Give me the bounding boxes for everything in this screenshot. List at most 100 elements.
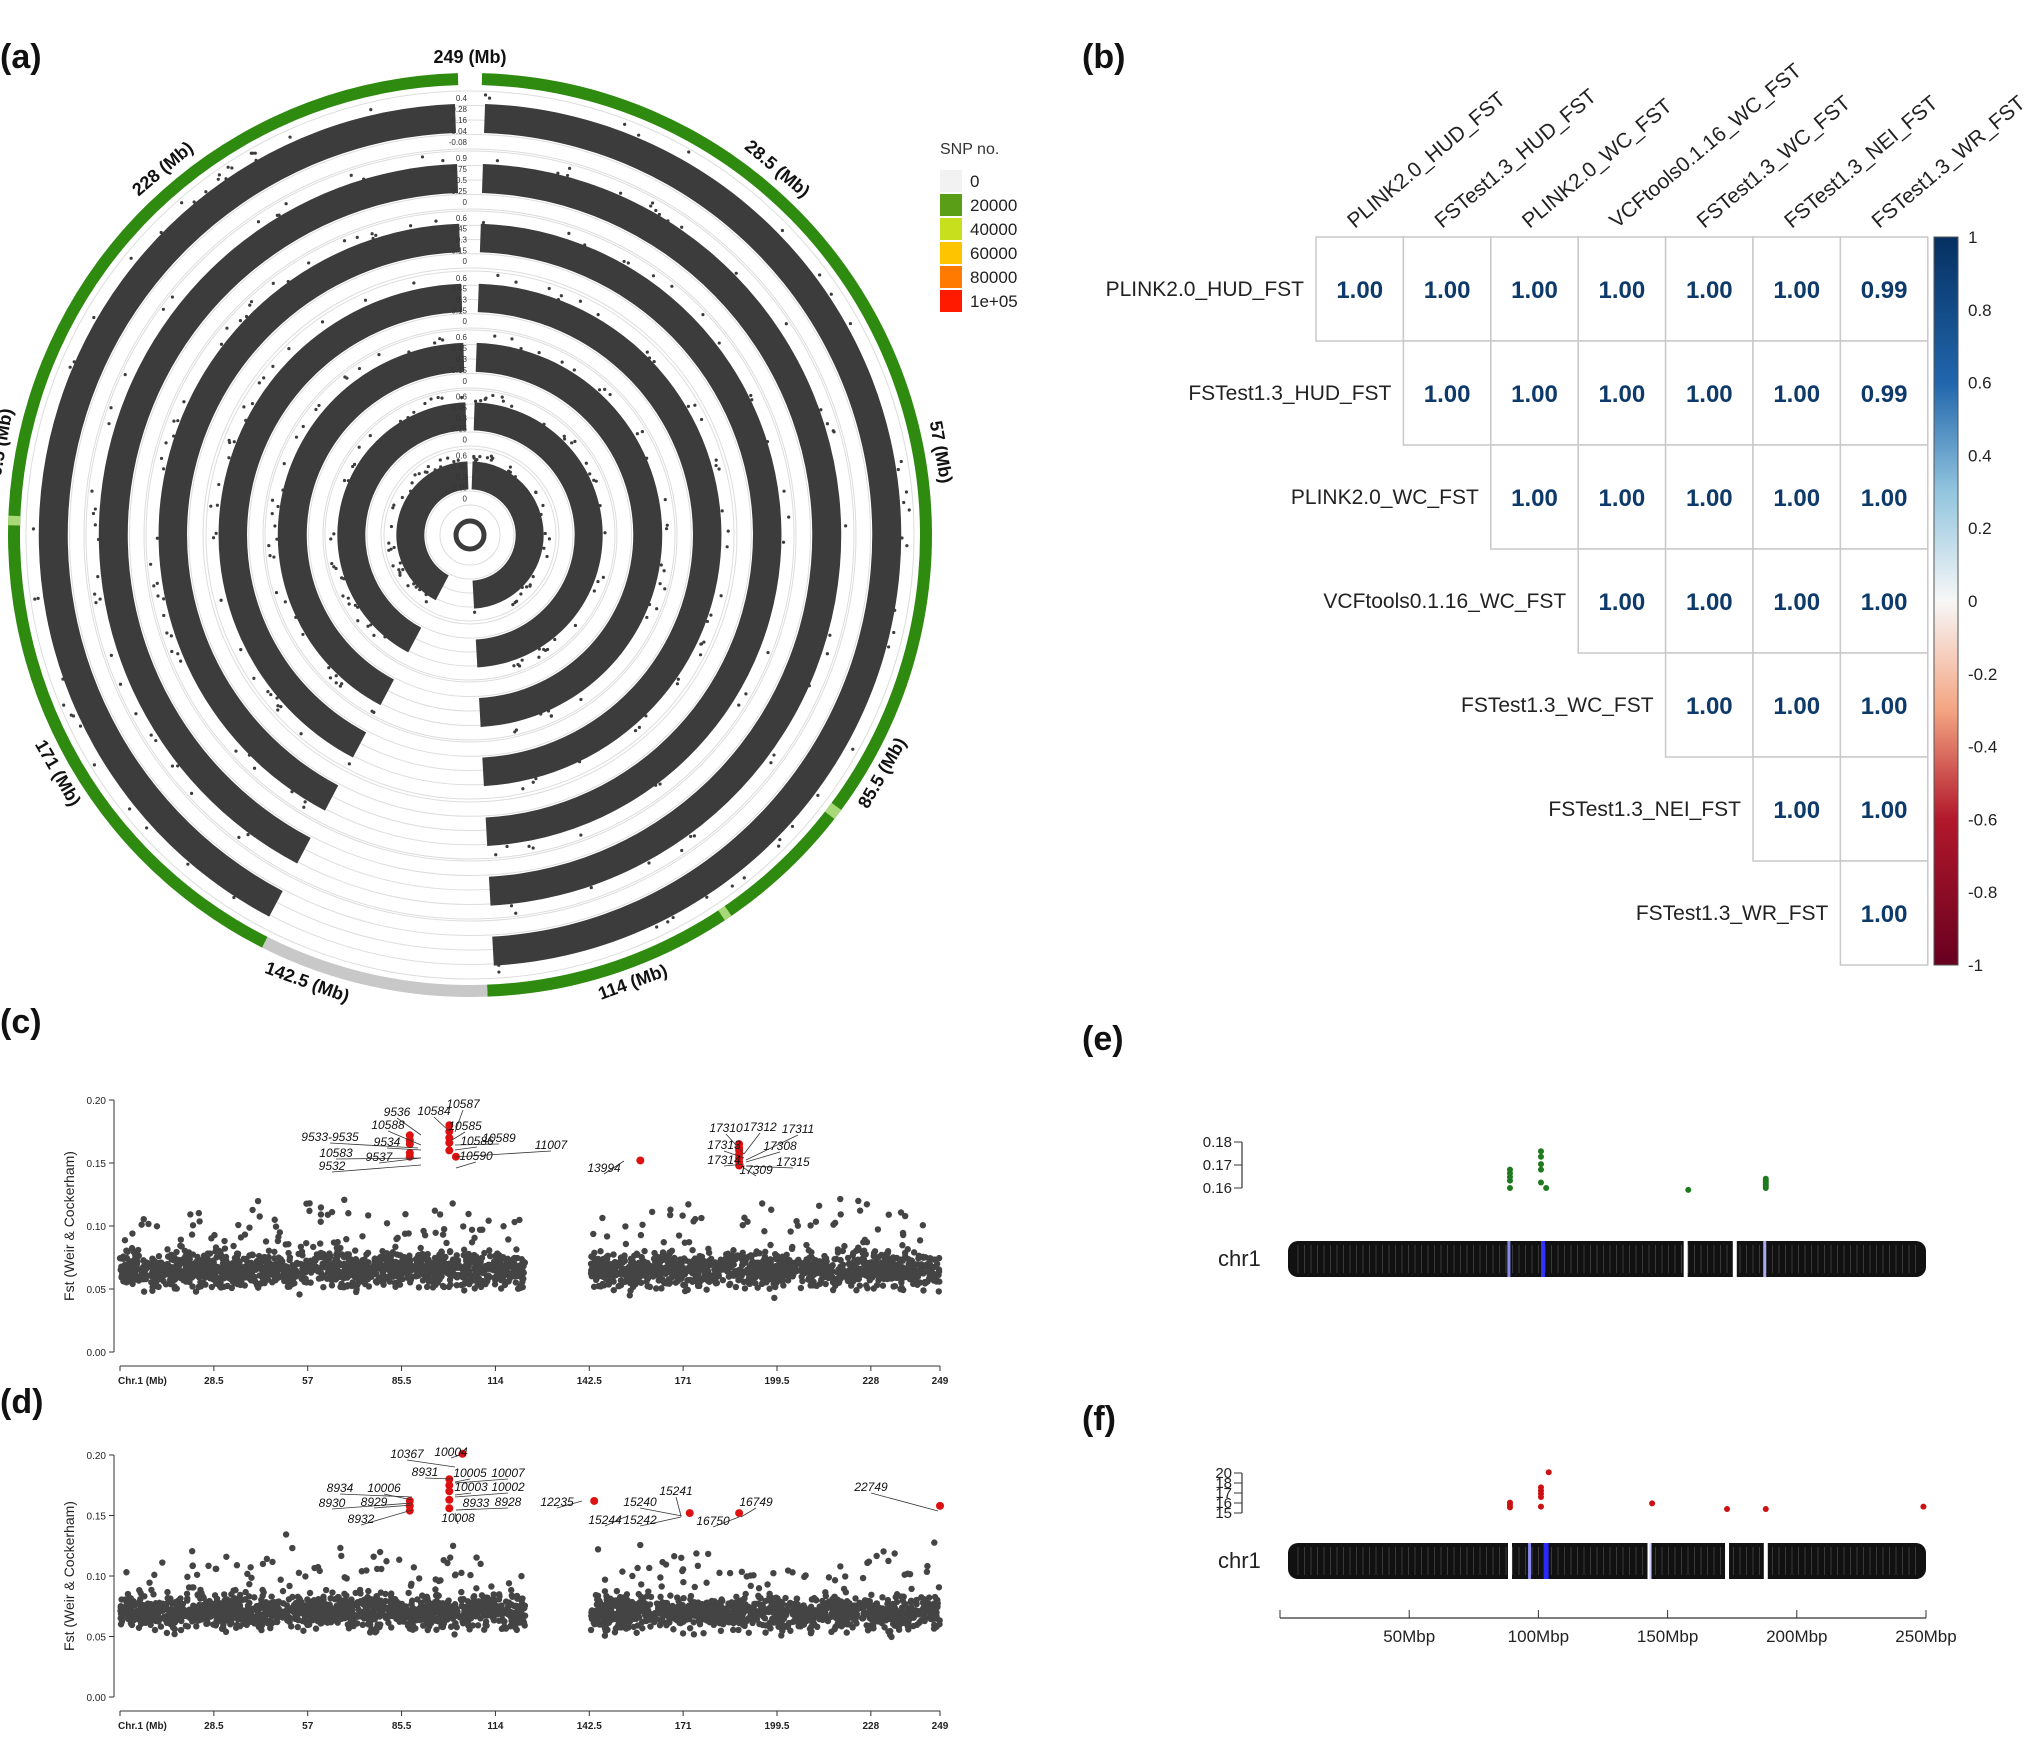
data-point <box>479 1226 486 1233</box>
track-point <box>559 294 563 298</box>
track-data-band <box>473 402 603 668</box>
track-point <box>249 151 253 155</box>
data-point <box>739 1221 746 1229</box>
track-point <box>662 569 666 573</box>
track-point <box>658 782 662 786</box>
track-point <box>514 280 518 284</box>
data-point <box>766 1285 773 1292</box>
column-header: FSTest1.3_WC_FST <box>1693 91 1855 232</box>
data-point <box>363 1260 370 1267</box>
track-grid-circle <box>85 150 855 920</box>
track-point <box>772 753 776 757</box>
track-point <box>332 565 336 569</box>
track-point <box>500 395 504 399</box>
track-point <box>274 590 279 595</box>
data-point <box>311 1604 318 1612</box>
track-grid-circle <box>324 389 616 681</box>
data-point <box>423 1283 431 1291</box>
track-point <box>159 230 163 235</box>
chromosome-tick-label: 249 (Mb) <box>433 47 506 67</box>
track-point <box>162 597 166 601</box>
track-tick-label: 0 <box>463 257 468 266</box>
track-tick-label: 0.3 <box>456 473 468 482</box>
track-point <box>252 766 257 770</box>
track-point <box>398 573 402 577</box>
track-point <box>237 835 241 839</box>
annotation-label: 10587 <box>446 1097 481 1111</box>
data-point <box>648 1208 656 1216</box>
data-point <box>306 1207 313 1215</box>
data-point <box>405 1589 412 1597</box>
track-point <box>659 563 663 567</box>
data-point <box>755 1269 762 1277</box>
data-point <box>684 1286 691 1294</box>
annotation-label: 9537 <box>366 1150 394 1164</box>
track-point <box>398 570 402 575</box>
data-point <box>249 1251 256 1258</box>
annotation-label: 9534 <box>374 1135 401 1149</box>
data-point <box>402 1210 409 1218</box>
data-point <box>314 1268 322 1275</box>
data-point <box>365 1267 372 1274</box>
data-point <box>408 1580 415 1587</box>
track-point <box>765 440 770 444</box>
data-point <box>750 1279 757 1286</box>
track-point <box>520 585 524 589</box>
track-grid-circle <box>25 90 915 980</box>
data-point <box>719 1276 727 1284</box>
data-point <box>703 1286 710 1293</box>
track-point <box>608 392 612 397</box>
data-point <box>831 1626 838 1633</box>
track-tick-label: 0.9 <box>456 154 468 163</box>
track-grid-circle <box>366 431 574 639</box>
data-point <box>601 1588 609 1595</box>
track-point <box>714 458 718 462</box>
data-point <box>678 1554 685 1561</box>
data-point <box>861 1267 869 1275</box>
track-point <box>270 512 274 516</box>
heatmap-cell <box>1577 236 1667 342</box>
data-point <box>223 1553 230 1560</box>
track-point <box>90 489 94 493</box>
data-point <box>446 1248 454 1255</box>
data-point <box>303 1200 310 1207</box>
data-point <box>419 1277 427 1284</box>
data-point <box>782 1594 789 1602</box>
track-point <box>192 200 196 204</box>
track-point <box>275 537 279 541</box>
data-point <box>345 1210 352 1217</box>
data-point <box>742 1590 749 1598</box>
track-point <box>520 658 524 662</box>
track-point <box>896 467 900 472</box>
track-point <box>542 422 546 426</box>
data-point <box>388 1624 395 1631</box>
data-point <box>652 1285 660 1292</box>
data-point <box>837 1256 844 1264</box>
data-point <box>515 1264 522 1271</box>
track-point <box>567 231 571 235</box>
track-point <box>637 725 641 729</box>
data-point <box>259 1586 266 1594</box>
x-tick-label: 199.5 <box>764 1721 789 1732</box>
track-point <box>397 568 401 572</box>
x-tick-label: 57 <box>302 1376 314 1387</box>
data-point <box>645 1588 652 1595</box>
heatmap-cell <box>1752 236 1842 342</box>
data-point <box>762 1597 769 1605</box>
track-point <box>215 503 220 507</box>
data-point <box>590 1283 598 1290</box>
track-point <box>257 381 261 385</box>
data-point <box>629 1572 636 1580</box>
track-point <box>658 582 662 586</box>
data-point <box>301 1278 308 1286</box>
track-point <box>893 608 897 612</box>
track-point <box>714 463 718 468</box>
data-point <box>221 1237 228 1245</box>
data-point <box>441 1267 448 1274</box>
data-point <box>207 1270 215 1277</box>
track-point <box>92 315 96 320</box>
data-point <box>587 1626 595 1634</box>
data-point <box>458 1588 465 1596</box>
track-point <box>493 334 497 338</box>
data-point <box>779 1272 787 1280</box>
